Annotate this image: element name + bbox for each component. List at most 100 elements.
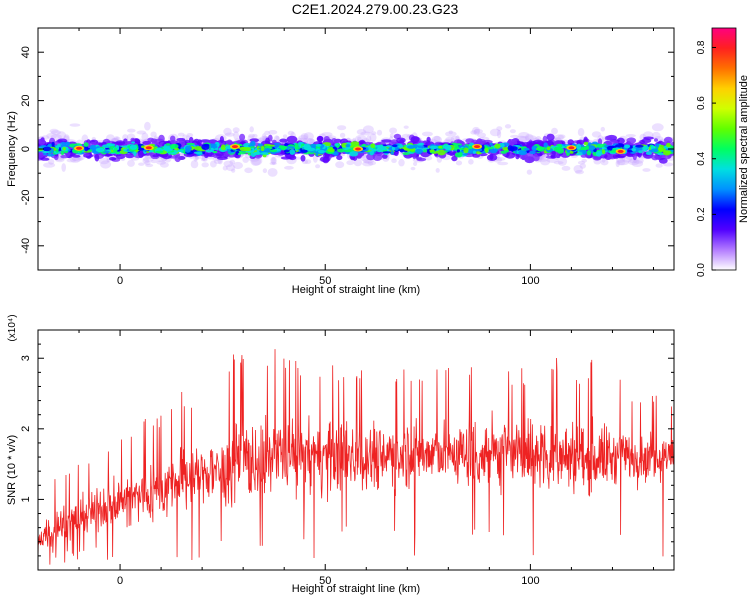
spectrogram-halo-blob (431, 135, 442, 144)
spectrogram-halo-blob (518, 132, 530, 138)
spectrogram-halo-blob (575, 170, 584, 175)
spectrogram-halo-blob (525, 135, 537, 141)
spectrogram-halo-blob (360, 131, 372, 136)
spectrogram-halo-blob (335, 161, 345, 169)
colorbar-tick-label: 0.8 (696, 40, 707, 54)
spectrogram-core-blob (369, 149, 374, 156)
spectrogram-halo-blob (144, 121, 151, 131)
spectrogram-band-blob (317, 135, 324, 142)
spectrogram-core-blob (489, 142, 493, 146)
spectrogram-halo-blob (250, 157, 261, 166)
spectrogram-core-blob (148, 150, 155, 153)
spectrogram-halo-blob (271, 157, 276, 165)
spectrogram-core-blob (583, 141, 589, 146)
snr-y-tick-label: 3 (20, 355, 32, 361)
spectrogram-band-blob (204, 152, 213, 157)
spectrogram-core-blob (42, 146, 52, 152)
spectrogram-core-blob (310, 143, 317, 148)
spectrogram-core-blob (662, 150, 671, 153)
spectrogram-halo-blob (443, 138, 453, 143)
spectrogram-halo-blob (455, 160, 463, 166)
snr-y-axis-label: SNR (10 * v/v) (6, 435, 18, 505)
spectrogram-halo-blob (141, 132, 149, 142)
spectrogram-halo-blob (518, 136, 530, 143)
spectrogram-halo-blob (526, 169, 533, 175)
spectrogram-core-blob (106, 143, 116, 147)
spectrogram-band-blob (94, 153, 100, 162)
colorbar-tick-label: 0.0 (696, 263, 707, 277)
spectrogram-halo-blob (509, 129, 516, 134)
snr-y-tick-label: 2 (20, 426, 32, 432)
spectrogram-band-blob (616, 137, 625, 145)
spectrogram-band-blob (40, 157, 50, 161)
spectrogram-core-blob (543, 142, 548, 148)
snr-ticks: 0 50 100 1 2 3 (20, 330, 674, 587)
spectrogram-core-blob (437, 149, 446, 156)
colorbar: 0.0 0.2 0.4 0.6 0.8 Normalized spectral ampl… (696, 27, 750, 277)
spectrogram-halo-blob (655, 163, 663, 168)
spectrogram-band-blob (147, 137, 155, 142)
spectrogram-core-blob (131, 141, 136, 144)
spectrogram-hotspot-peak (474, 145, 481, 149)
colorbar-ticks: 0.0 0.2 0.4 0.6 0.8 (696, 40, 716, 277)
spectrogram-core-blob (250, 140, 256, 147)
spectrogram-band-blob (663, 136, 673, 144)
spectrogram-halo-blob (303, 132, 314, 141)
spectrogram-band-blob (486, 154, 498, 161)
spectrogram-core-blob (194, 146, 203, 151)
spectrogram-halo-blob (367, 160, 376, 166)
spectrogram-halo-blob (496, 126, 503, 131)
spectrogram-core-blob (429, 145, 438, 150)
snr-x-tick-label: 50 (319, 575, 331, 587)
spectrogram-core-blob (546, 147, 551, 151)
spectrogram-band-blob (219, 136, 224, 143)
spectrogram-halo-blob (376, 129, 383, 136)
spectrogram-halo-blob (631, 160, 644, 167)
y-tick-label: 40 (20, 46, 32, 58)
spectrogram-core-blob (422, 148, 428, 153)
spectrogram-halo-blob (98, 157, 110, 165)
spectrogram-band-blob (532, 154, 540, 162)
spectrogram-core-blob (194, 151, 198, 154)
colorbar-tick-label: 0.2 (696, 207, 707, 221)
spectrogram-core-blob (260, 146, 265, 152)
spectrogram-halo-blob (497, 161, 509, 166)
spectrogram-core-blob (334, 143, 339, 146)
snr-x-axis-label: Height of straight line (km) (292, 583, 420, 595)
spectrogram-halo-blob (244, 167, 253, 174)
spectrogram-halo-blob (142, 156, 154, 162)
spectrogram-band-blob (366, 153, 376, 161)
spectrogram-band-blob (115, 140, 126, 146)
spectrogram-band-blob (381, 154, 388, 159)
spectrogram-halo-blob (270, 156, 277, 165)
spectrogram-band-blob (152, 154, 159, 158)
y-tick-label: -40 (20, 238, 32, 254)
spectrogram-halo-blob (150, 159, 158, 164)
spectrogram-core-blob (390, 150, 394, 155)
spectrogram-ticks: 0 50 100 -40 -20 0 20 40 (20, 27, 674, 287)
spectrogram-core-blob (43, 152, 47, 156)
spectrogram-hotspot-peak (76, 146, 83, 150)
spectrogram-core-blob (459, 147, 465, 151)
spectrogram-core-blob (397, 145, 404, 148)
spectrogram-core-blob (472, 150, 477, 154)
spectrogram-halo-blob (275, 136, 280, 140)
spectrogram-band-blob (57, 138, 68, 144)
spectrogram-halo-blob (403, 125, 409, 129)
spectrogram-core-blob (349, 151, 359, 157)
spectrogram-halo-blob (46, 132, 58, 140)
spectrogram-band-blob (546, 133, 555, 141)
spectrogram-halo-blob (510, 134, 520, 138)
spectrogram-halo-blob (56, 131, 67, 140)
spectrogram-halo-blob (233, 131, 240, 140)
spectrogram-core-blob (569, 150, 574, 154)
spectrogram-halo-blob (190, 160, 199, 169)
spectrogram-halo-blob (150, 131, 157, 138)
colorbar-label: Normalized spectral amplitude (738, 75, 750, 223)
spectrogram-band-blob (426, 136, 431, 143)
spectrogram-band-blob (604, 135, 611, 141)
spectrogram-halo-blob (287, 130, 295, 136)
spectrogram-core-blob (587, 145, 596, 151)
spectrogram-halo-blob (127, 128, 136, 133)
spectrogram-panel: 0 50 100 -40 -20 0 20 40 Height of straight lin… (6, 27, 675, 296)
